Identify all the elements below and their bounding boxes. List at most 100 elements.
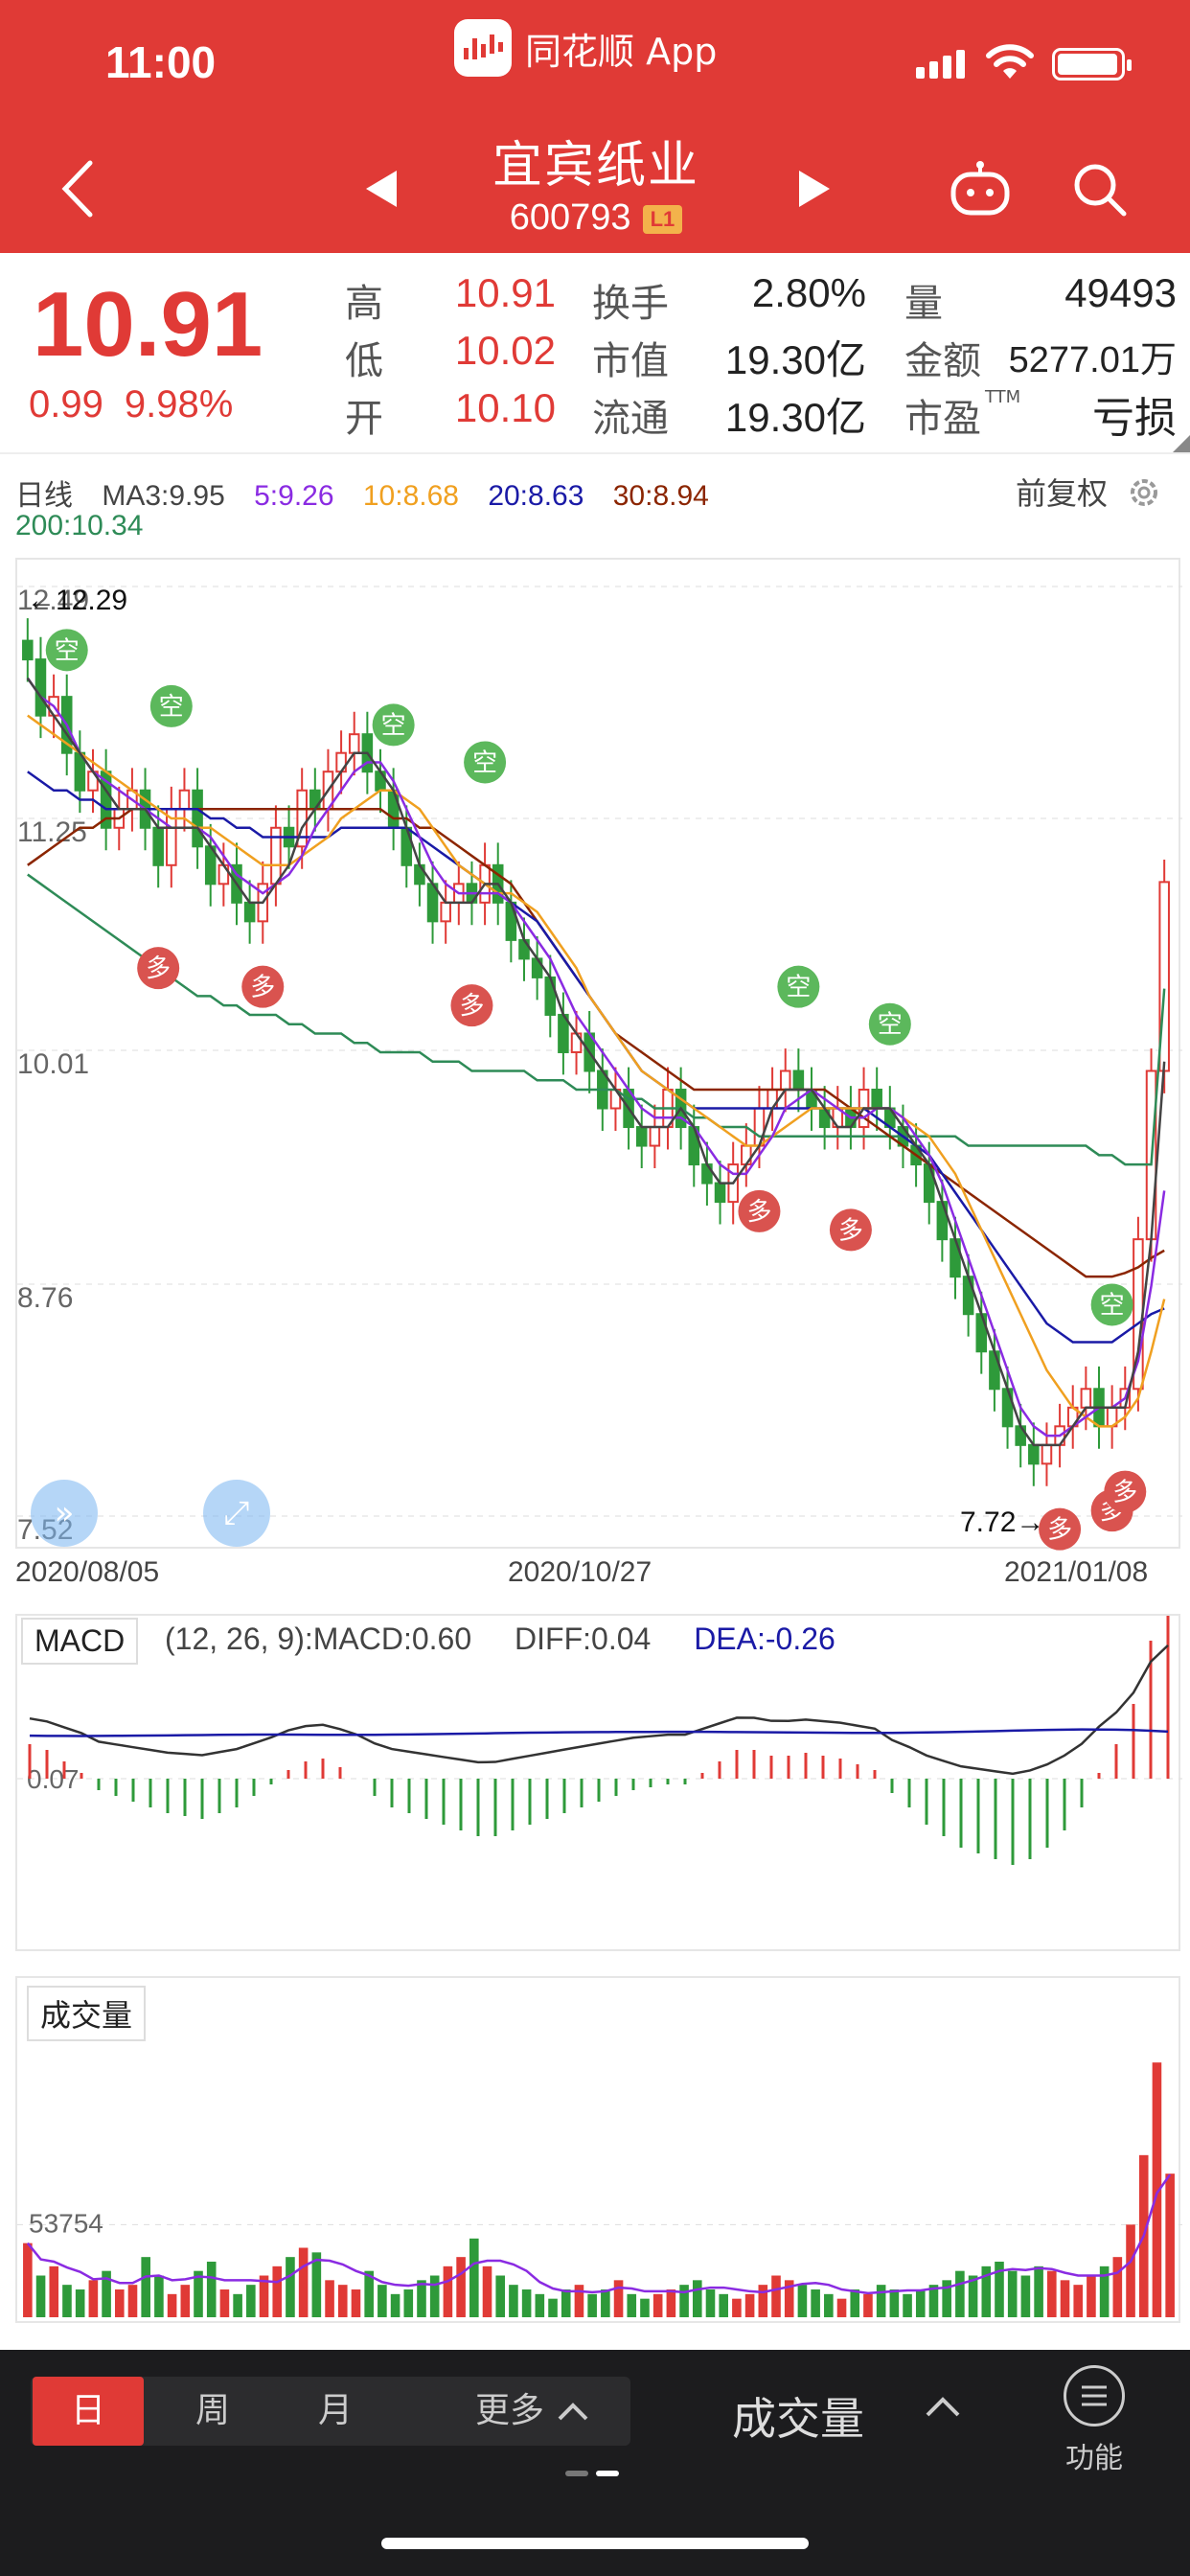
gear-icon[interactable] (1125, 473, 1163, 512)
volume-bar (456, 2257, 466, 2317)
macd-selector[interactable]: MACD (21, 1618, 139, 1665)
ma10-line (27, 714, 1166, 1428)
ma-legend: 日线 MA3:9.95 5:9.26 10:8.68 20:8.63 30:8.… (15, 472, 730, 514)
x-label-end: 2021/01/08 (1004, 1556, 1149, 1588)
app-badge[interactable]: 同花顺 App (454, 19, 717, 77)
long-signal-marker (241, 965, 285, 1008)
long-signal-marker (450, 984, 493, 1027)
candle-up (779, 1070, 791, 1092)
volume-label: 量 (904, 282, 943, 326)
volume-bar (587, 2293, 597, 2317)
indicator-selector[interactable]: 成交量 (732, 2393, 864, 2445)
volume-value: 49493 (1064, 270, 1177, 315)
volume-bar (692, 2280, 702, 2317)
period-more-tab[interactable]: 更多 (474, 2391, 544, 2430)
volume-bar (75, 2289, 85, 2317)
short-signal-marker (1090, 1283, 1133, 1326)
volume-bar (286, 2257, 295, 2317)
indicator-chevron-up-icon[interactable] (924, 2394, 962, 2421)
volume-bar (1087, 2275, 1096, 2317)
function-menu-icon[interactable] (1064, 2365, 1125, 2426)
dea-line (29, 1728, 1169, 1737)
volume-bar (732, 2298, 742, 2317)
volume-bar (364, 2270, 374, 2317)
candle-down (192, 789, 203, 848)
battery-icon (1052, 48, 1132, 80)
volume-bar (521, 2289, 532, 2317)
volume-bar (443, 2266, 453, 2317)
y-tick-label: 12.49 (17, 585, 89, 616)
signal-label: 多 (746, 1198, 771, 1227)
volume-selector[interactable]: 成交量 (27, 1986, 147, 2041)
period-month-tab[interactable]: 月 (317, 2391, 353, 2430)
volume-bar (968, 2275, 978, 2317)
volume-bar (88, 2280, 99, 2317)
macd-chart[interactable]: 0.07 (15, 1614, 1182, 1951)
volume-bar (469, 2238, 479, 2317)
signal-icon (916, 50, 965, 79)
short-signal-marker (149, 684, 193, 727)
diff-value: DIFF:0.04 (515, 1622, 652, 1656)
volume-bar (114, 2289, 125, 2317)
high-value: 10.91 (454, 270, 556, 315)
status-time: 11:00 (105, 37, 217, 87)
fullscreen-icon[interactable]: ⤢ (203, 1480, 270, 1547)
y-tick-label: 10.01 (17, 1048, 89, 1080)
quote-divider (0, 452, 1190, 454)
volume-bar (915, 2289, 926, 2317)
back-button[interactable] (56, 155, 102, 222)
volume-bar (127, 2285, 138, 2317)
kline-svg: 12.4911.2510.018.767.52空空多多空空多多空多空空多多多←1… (17, 585, 1182, 1551)
kline-chart[interactable]: 12.4911.2510.018.767.52空空多多空空多多空多空空多多多←1… (15, 558, 1182, 1551)
volume-bar (35, 2275, 46, 2317)
prev-stock-button[interactable] (362, 169, 400, 209)
volume-bar (378, 2285, 387, 2317)
float-label: 流通 (592, 397, 669, 441)
volume-bar (981, 2266, 992, 2317)
volume-bar (1073, 2285, 1084, 2317)
volume-bar (811, 2289, 820, 2317)
period-day-tab[interactable]: 日 (33, 2377, 144, 2446)
volume-bar (797, 2285, 808, 2317)
volume-bar (429, 2275, 440, 2317)
volume-bar (561, 2289, 571, 2317)
volume-bar (889, 2289, 900, 2317)
candle-down (635, 1126, 648, 1147)
macd-value: (12, 26, 9):MACD:0.60 (165, 1622, 472, 1656)
period-label: 日线 (15, 480, 73, 512)
volume-bar (1165, 2174, 1175, 2317)
next-stock-button[interactable] (795, 169, 834, 209)
turnover-value: 2.80% (751, 270, 866, 315)
diff-line (29, 1644, 1169, 1776)
volume-bar (613, 2280, 624, 2317)
volume-bar (758, 2285, 768, 2317)
expand-quote-corner[interactable] (1171, 435, 1190, 454)
x-label-start: 2020/08/05 (15, 1556, 160, 1588)
volume-bar (995, 2262, 1004, 2317)
search-icon[interactable] (1071, 161, 1129, 218)
signal-label: 空 (472, 748, 497, 777)
scroll-back-button[interactable]: » (31, 1480, 98, 1547)
volume-bar (1060, 2280, 1070, 2317)
volume-bar (771, 2275, 781, 2317)
volume-bar (1047, 2270, 1057, 2317)
signal-label: 空 (55, 636, 80, 665)
amount-label: 金额 (904, 339, 981, 383)
ma200-line (27, 873, 1166, 1166)
function-label[interactable]: 功能 (1065, 2442, 1123, 2475)
volume-bar (1126, 2224, 1135, 2317)
robot-assistant-icon[interactable] (949, 161, 1012, 217)
y-tick-label: 11.25 (17, 816, 87, 848)
app-logo-icon (454, 19, 512, 77)
mktcap-value: 19.30亿 (724, 337, 866, 382)
change-amount: 0.99 (29, 383, 103, 426)
volume-bar (403, 2289, 414, 2317)
long-signal-marker (1104, 1470, 1147, 1513)
period-week-tab[interactable]: 周 (195, 2391, 230, 2430)
volume-bar (311, 2252, 322, 2317)
chevron-up-icon[interactable] (556, 2400, 590, 2423)
pe-ttm-sup: TTM (985, 387, 1021, 407)
volume-bar (259, 2275, 269, 2317)
price-restore-toggle[interactable]: 前复权 (1016, 475, 1109, 512)
volume-chart[interactable]: 53754 (15, 1976, 1182, 2323)
